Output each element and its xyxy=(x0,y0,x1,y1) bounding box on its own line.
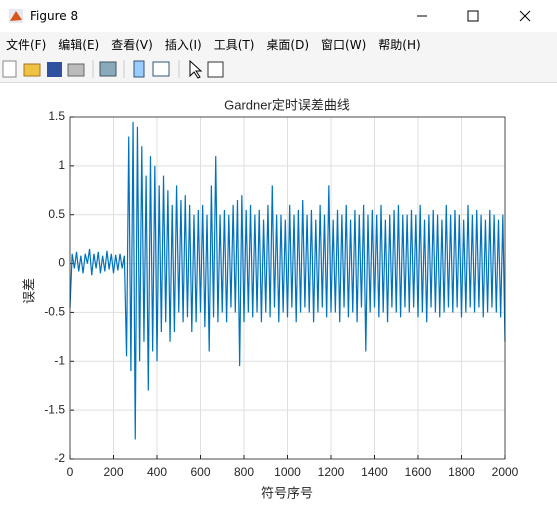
data-line xyxy=(69,121,506,440)
x-tick-label: 1800 xyxy=(448,465,475,479)
x-tick-label: 1200 xyxy=(318,465,345,479)
x-tick-label: 2000 xyxy=(492,465,519,479)
y-axis-label: 误差 xyxy=(21,278,36,304)
x-tick-label: 1400 xyxy=(361,465,388,479)
y-tick-label: -1.5 xyxy=(44,402,65,416)
y-tick-label: -1 xyxy=(54,353,65,367)
y-tick-label: 1.5 xyxy=(48,109,65,123)
title-bar: Figure 8 xyxy=(0,0,557,32)
y-tick-label: 0.5 xyxy=(48,207,65,221)
x-tick-label: 600 xyxy=(190,465,210,479)
x-axis-label: 符号序号 xyxy=(261,485,313,500)
window-title: Figure 8 xyxy=(30,9,79,23)
toolbar xyxy=(0,56,557,83)
chart: Gardner定时误差曲线 符号序号 误差 -2 -1.5 -1 -0.5 0 0.5 1 1… xyxy=(21,97,519,500)
x-tick-label: 1600 xyxy=(405,465,432,479)
menu-item[interactable]: 桌面(D) xyxy=(266,37,310,52)
menu-item[interactable]: 帮助(H) xyxy=(378,37,421,52)
axes-box xyxy=(69,116,506,460)
x-tick-label: 0 xyxy=(67,465,74,479)
menu-item[interactable]: 窗口(W) xyxy=(321,37,367,52)
menu-bar: 文件(F) 编辑(E) 查看(V) 插入(I) 工具(T) 桌面(D) 窗口(W) 帮助(H) xyxy=(0,32,557,56)
menu-item[interactable]: 编辑(E) xyxy=(58,37,100,52)
toolbar-icons[interactable] xyxy=(0,56,557,82)
chart-title: Gardner定时误差曲线 xyxy=(224,97,350,112)
x-tick-label: 400 xyxy=(147,465,167,479)
menu-item[interactable]: 工具(T) xyxy=(213,37,255,52)
menu-item[interactable]: 文件(F) xyxy=(6,37,47,52)
x-tick-label: 1000 xyxy=(274,465,301,479)
y-tick-label: 1 xyxy=(58,158,65,172)
y-tick-label: 0 xyxy=(58,256,65,270)
menu-item[interactable]: 插入(I) xyxy=(164,37,202,52)
x-tick-label: 800 xyxy=(234,465,254,479)
y-tick-label: -0.5 xyxy=(44,305,65,319)
x-tick-label: 200 xyxy=(103,465,123,479)
y-tick-label: -2 xyxy=(54,451,65,465)
app-icon xyxy=(9,9,23,23)
window-controls[interactable] xyxy=(397,0,557,32)
menu-item[interactable]: 查看(V) xyxy=(111,37,153,52)
